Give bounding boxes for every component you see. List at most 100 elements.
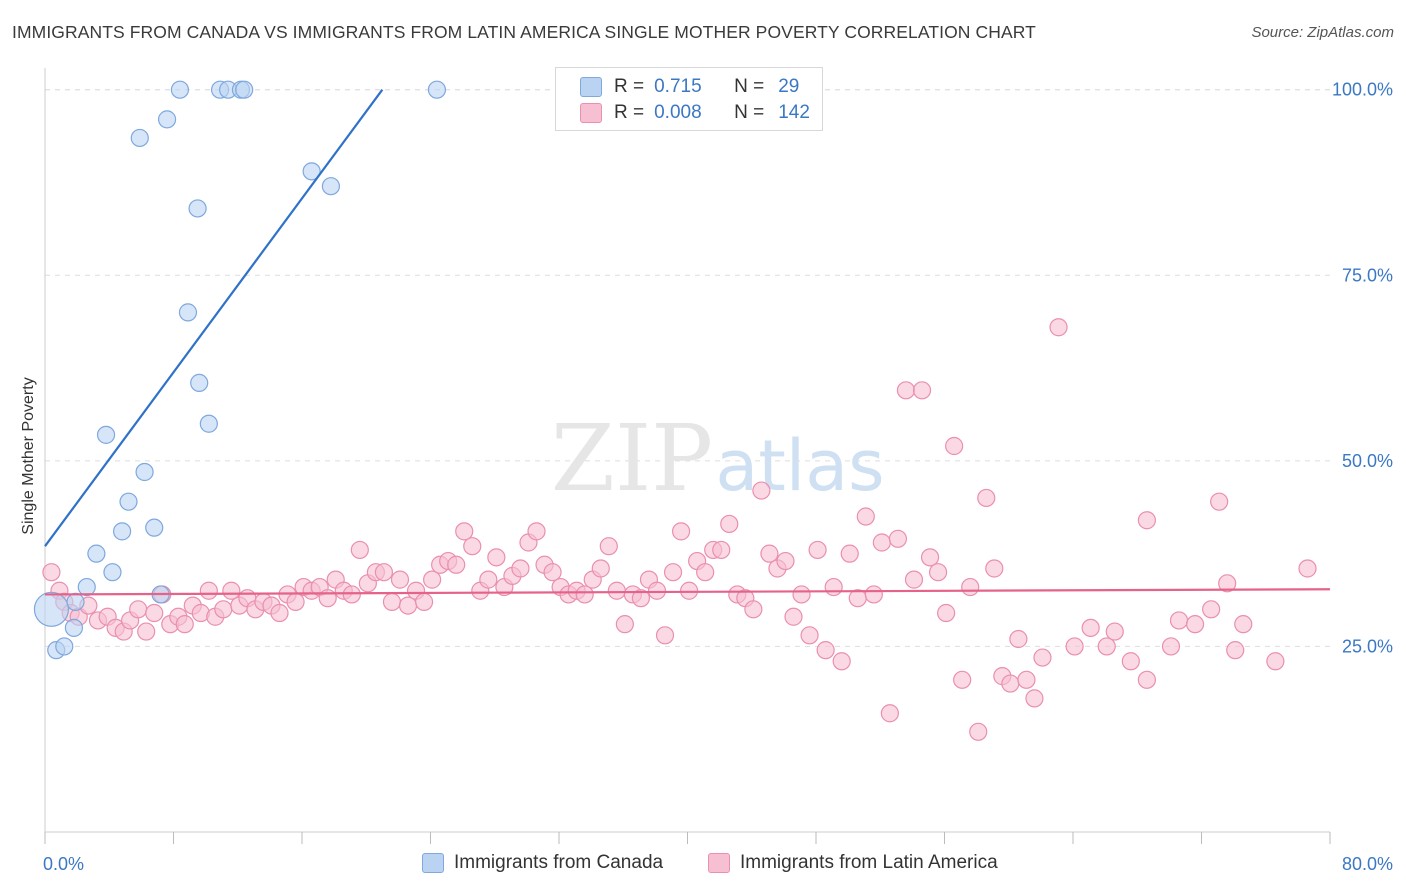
canada-point: [157, 110, 177, 129]
latam-point: [792, 585, 811, 604]
latam-swatch: [580, 103, 602, 123]
canada-point: [119, 492, 138, 511]
latam-point: [414, 592, 434, 611]
canada-point: [103, 563, 122, 582]
latam-point: [543, 563, 562, 582]
latam-point: [808, 540, 827, 560]
canada-point: [321, 177, 341, 196]
grid-lines: [45, 89, 1330, 647]
chart-title: IMMIGRANTS FROM CANADA VS IMMIGRANTS FRO…: [12, 22, 1036, 42]
legend-label: Immigrants from Canada: [454, 852, 664, 873]
latam-point: [1298, 559, 1317, 578]
latam-point: [511, 559, 530, 578]
latam-point: [342, 585, 361, 604]
latam-point: [129, 600, 148, 619]
latam-point: [631, 589, 651, 608]
latam-point: [985, 559, 1004, 578]
latam-point: [840, 544, 859, 563]
watermark-zip: ZIP: [551, 405, 713, 512]
latam-point: [1049, 318, 1068, 337]
latam-point: [1065, 637, 1084, 656]
canada-point: [77, 577, 96, 597]
latam-point: [647, 581, 667, 600]
latam-point: [390, 570, 410, 589]
latam-point: [222, 581, 241, 600]
latam-point: [599, 537, 618, 556]
r-value: 0.715: [654, 76, 702, 97]
x-tick-label: 80.0%: [1342, 854, 1393, 874]
canada-point: [178, 303, 198, 322]
watermark-atlas: atlas: [715, 425, 884, 507]
canada-point: [66, 592, 85, 611]
y-tick-label: 100.0%: [1332, 80, 1393, 100]
latam-point: [607, 581, 626, 600]
legend-item-latam[interactable]: Immigrants from Latin America: [708, 852, 998, 874]
latam-point: [912, 381, 932, 400]
canada-point: [55, 637, 74, 656]
latam-point: [937, 603, 956, 623]
latam-point: [712, 540, 731, 560]
canada-swatch: [422, 853, 444, 873]
latam-point: [447, 555, 466, 574]
legend-row-latam: R = 0.008 N = 142: [580, 100, 810, 126]
latam-point: [286, 592, 305, 611]
latam-point: [463, 537, 482, 556]
correlation-legend: R = 0.715 N = 29 R = 0.008 N = 142: [555, 67, 823, 131]
latam-point: [42, 563, 61, 582]
canada-point: [302, 162, 321, 181]
latam-point: [1161, 637, 1181, 656]
latam-point: [1097, 637, 1116, 656]
n-value: 142: [778, 102, 810, 123]
n-label: N =: [734, 76, 765, 97]
latam-point: [455, 522, 474, 541]
canada-point: [427, 80, 447, 99]
latam-point: [655, 626, 675, 645]
latam-point: [824, 577, 843, 597]
latam-point: [1033, 648, 1052, 667]
latam-point: [888, 529, 908, 548]
latam-point: [961, 577, 980, 597]
tick-labels: 25.0% 50.0% 75.0% 100.0% 0.0% 80.0%: [43, 80, 1393, 874]
latam-point: [969, 722, 988, 741]
series-legend: Immigrants from Canada Immigrants from L…: [0, 852, 1406, 878]
latam-point: [374, 563, 394, 582]
latam-point: [928, 563, 948, 582]
latam-point: [575, 585, 594, 604]
latam-point: [1017, 670, 1036, 689]
watermark: ZIP atlas: [551, 405, 885, 512]
latam-point: [1234, 615, 1253, 634]
latam-point: [1266, 652, 1285, 671]
latam-point: [1137, 670, 1156, 689]
latam-point: [487, 548, 506, 567]
canada-point: [33, 591, 70, 627]
latam-point: [800, 626, 819, 645]
r-label: R =: [614, 76, 645, 97]
latam-point: [1202, 600, 1221, 619]
latam-point: [270, 603, 289, 623]
data-points: [33, 80, 1317, 741]
latam-point: [945, 436, 964, 456]
latam-point: [1137, 511, 1156, 530]
latam-point: [382, 592, 402, 611]
legend-item-canada[interactable]: Immigrants from Canada: [422, 852, 663, 874]
latam-point: [1105, 622, 1124, 641]
canada-point: [135, 462, 154, 482]
latam-point: [1025, 689, 1044, 708]
canada-swatch: [580, 77, 602, 97]
latam-point: [864, 585, 883, 604]
y-tick-label: 50.0%: [1342, 451, 1393, 471]
latam-point: [214, 600, 233, 619]
latam-point: [591, 559, 610, 578]
latam-point: [904, 570, 924, 589]
latam-point: [1169, 611, 1189, 630]
latam-point: [1218, 574, 1237, 593]
latam-point: [977, 488, 996, 508]
latam-point: [760, 544, 779, 563]
latam-point: [615, 615, 634, 634]
latam-point: [423, 570, 442, 589]
canada-point: [130, 128, 149, 148]
trend-lines: [44, 89, 1331, 596]
canada-point: [112, 522, 132, 541]
axes: [44, 68, 1331, 844]
